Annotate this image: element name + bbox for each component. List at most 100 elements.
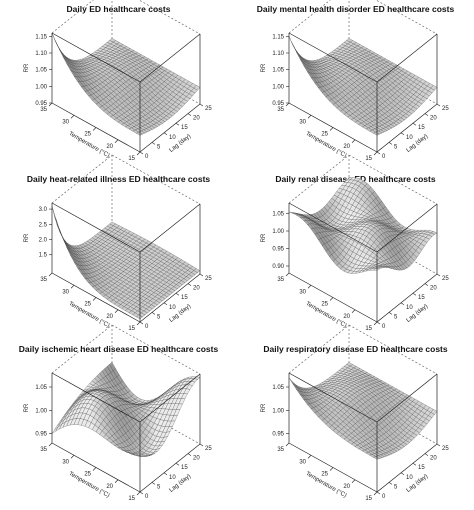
x-tick-label: 15 — [128, 326, 135, 332]
x-tick-label: 30 — [62, 119, 69, 125]
y-tick-label: 0 — [382, 324, 386, 330]
box-edge-back — [111, 324, 201, 375]
x-tick-mark — [307, 285, 312, 289]
x-tick-label: 25 — [321, 302, 328, 308]
z-tick-label: 1.00 — [272, 408, 284, 414]
x-tick-mark — [373, 321, 378, 326]
z-tick-label: 1.5 — [39, 253, 48, 259]
x-tick-mark — [285, 272, 290, 277]
x-tick-mark — [92, 467, 97, 471]
chart-panel-1: Daily ED healthcare costs 0.95 1.00 1.05 1.… — [0, 0, 237, 170]
x-tick-label: 20 — [106, 484, 113, 490]
z-tick-label: 1.15 — [35, 34, 47, 40]
x-tick-mark — [373, 491, 378, 496]
y-tick-label: 15 — [181, 295, 188, 301]
x-tick-label: 30 — [299, 459, 306, 465]
chart-title: Daily heat-related illness ED healthcare… — [26, 174, 211, 184]
y-tick-label: 0 — [382, 494, 386, 500]
box-edge — [376, 33, 438, 83]
box-edge — [288, 372, 378, 423]
y-tick-label: 5 — [157, 314, 161, 320]
x-tick-label: 20 — [343, 314, 350, 320]
y-tick-mark — [139, 321, 144, 325]
y-tick-label: 25 — [205, 276, 212, 282]
x-tick-label: 20 — [343, 484, 350, 490]
z-tick-label: 1.05 — [35, 385, 47, 391]
x-tick-mark — [48, 272, 53, 277]
y-tick-mark — [376, 491, 381, 495]
y-tick-label: 5 — [394, 314, 398, 320]
surface-mesh — [51, 206, 201, 320]
y-tick-label: 0 — [145, 494, 149, 500]
z-tick-label: 0.95 — [272, 432, 284, 438]
x-tick-mark — [92, 127, 97, 131]
surface-facet — [136, 132, 143, 136]
surface-facet — [288, 377, 296, 386]
z-tick-label: 3.0 — [39, 207, 48, 213]
x-tick-label: 30 — [62, 289, 69, 295]
y-tick-label: 0 — [145, 324, 149, 330]
surface-facet — [55, 41, 62, 54]
y-tick-mark — [412, 462, 417, 466]
x-tick-label: 25 — [84, 472, 91, 478]
y-tick-mark — [187, 453, 192, 456]
x-tick-label: 35 — [277, 107, 284, 113]
y-tick-label: 25 — [205, 446, 212, 452]
z-tick-label: 0.95 — [272, 101, 284, 107]
box-edge-back — [348, 324, 438, 375]
y-tick-mark — [424, 113, 429, 116]
box-edge — [51, 372, 141, 423]
surface-facet — [59, 49, 66, 60]
y-tick-label: 20 — [430, 286, 437, 292]
y-tick-mark — [199, 273, 204, 277]
box-edge-back — [51, 0, 94, 34]
surface-mesh — [288, 362, 438, 460]
y-tick-mark — [436, 273, 441, 277]
z-tick-label: 1.00 — [272, 84, 284, 90]
surface-facet — [59, 228, 66, 244]
x-tick-label: 25 — [321, 132, 328, 138]
surface-mesh — [51, 362, 201, 457]
surface-plot: 0.951.001.051.101.15RR3530252015Temperat… — [261, 0, 449, 162]
chart-title: Daily respiratory disease ED healthcare … — [263, 344, 448, 354]
x-tick-label: 25 — [321, 472, 328, 478]
x-tick-label: 25 — [84, 302, 91, 308]
y-tick-label: 20 — [193, 456, 200, 462]
y-tick-label: 15 — [181, 465, 188, 471]
x-tick-label: 30 — [299, 289, 306, 295]
y-tick-label: 15 — [418, 125, 425, 131]
x-tick-label: 15 — [365, 156, 372, 162]
y-tick-mark — [187, 283, 192, 286]
x-tick-label: 15 — [128, 496, 135, 502]
y-tick-label: 25 — [442, 446, 449, 452]
x-tick-label: 35 — [40, 447, 47, 453]
chart-panel-5: Daily ischemic heart disease ED healthca… — [0, 324, 237, 510]
surface-mesh — [51, 32, 201, 136]
y-tick-label: 5 — [157, 484, 161, 490]
z-tick-label: 1.15 — [272, 34, 284, 40]
surface-facet — [373, 456, 380, 460]
box-edge — [139, 33, 201, 83]
x-tick-mark — [136, 151, 141, 156]
y-tick-mark — [139, 151, 144, 155]
y-tick-label: 20 — [193, 286, 200, 292]
box-edge — [288, 202, 378, 253]
x-tick-label: 15 — [128, 156, 135, 162]
x-tick-mark — [329, 297, 334, 301]
x-tick-label: 35 — [40, 277, 47, 283]
z-tick-label: 1.00 — [35, 84, 47, 90]
x-tick-label: 20 — [343, 144, 350, 150]
box-edge — [376, 273, 438, 323]
chart-panel-4: Daily renal disease ED healthcare costs … — [237, 154, 474, 340]
z-axis-label: RR — [24, 403, 30, 412]
y-tick-mark — [187, 113, 192, 116]
surface-facet — [373, 132, 380, 136]
y-tick-label: 15 — [181, 125, 188, 131]
x-tick-mark — [373, 151, 378, 156]
x-tick-label: 30 — [62, 459, 69, 465]
y-tick-label: 10 — [169, 135, 176, 141]
box-edge — [139, 103, 201, 153]
y-tick-label: 15 — [418, 295, 425, 301]
z-axis-label: RR — [24, 233, 30, 242]
box-edge — [376, 203, 438, 253]
